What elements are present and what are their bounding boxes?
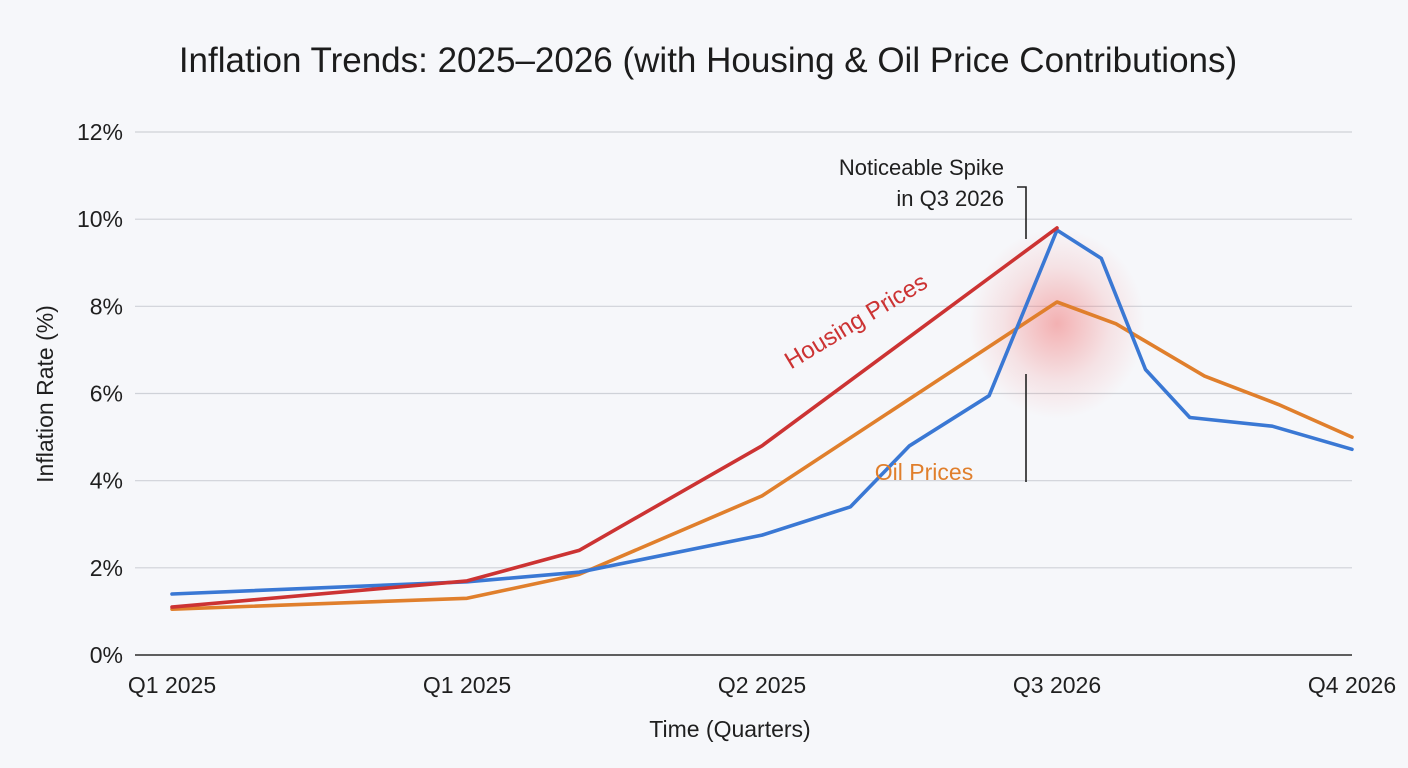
oil-prices-line [170,300,1354,611]
x-axis-label: Time (Quarters) [649,716,810,742]
y-tick-label: 0% [90,642,123,668]
x-tick-label: Q3 2026 [1013,672,1101,698]
housing-series-label: Housing Prices [780,268,932,374]
overall-inflation-line [170,228,1354,596]
gridlines [135,131,1352,656]
y-axis-label: Inflation Rate (%) [32,305,58,483]
y-tick-label: 12% [77,119,123,145]
x-tick-label: Q1 2025 [128,672,216,698]
y-tick-label: 4% [90,468,123,494]
x-axis-ticks: Q1 2025 Q1 2025 Q2 2025 Q3 2026 Q4 2026 [128,672,1396,698]
housing-prices-line [170,226,1059,609]
spike-annotation-line-1: Noticeable Spike [839,155,1004,180]
y-tick-label: 2% [90,555,123,581]
spike-annotation-line-2: in Q3 2026 [896,186,1004,211]
x-tick-label: Q4 2026 [1308,672,1396,698]
spike-highlight-glow [969,228,1145,419]
y-tick-label: 10% [77,206,123,232]
y-tick-label: 6% [90,381,123,407]
series-lines [170,226,1354,611]
spike-annotation-bracket [1017,186,1027,239]
oil-series-label: Oil Prices [875,459,973,485]
x-tick-label: Q2 2025 [718,672,806,698]
y-tick-label: 8% [90,293,123,319]
y-axis-ticks: 0% 2% 4% 6% 8% 10% 12% [77,119,123,668]
x-tick-label: Q1 2025 [423,672,511,698]
chart-title: Inflation Trends: 2025–2026 (with Housin… [179,41,1237,80]
